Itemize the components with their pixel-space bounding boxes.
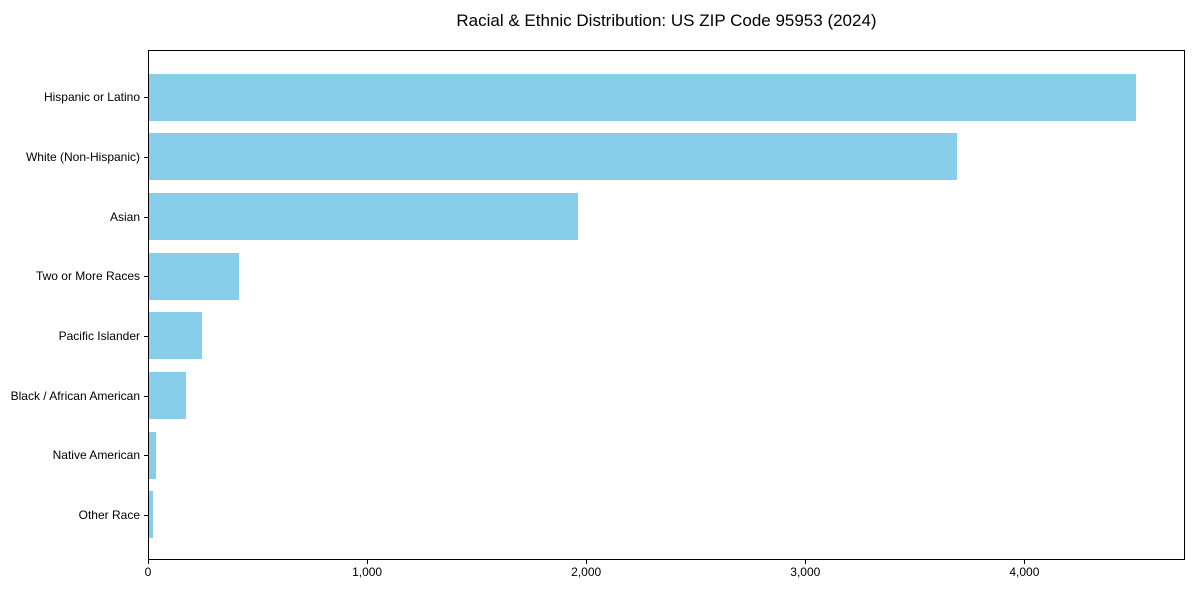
category-label: Other Race — [78, 507, 140, 522]
x-tick-mark — [148, 560, 149, 564]
category-label: Pacific Islander — [58, 328, 140, 343]
x-tick-label: 3,000 — [790, 565, 821, 579]
bar-hispanic-or-latino — [149, 73, 1137, 121]
bar-pacific-islander — [149, 312, 202, 360]
bar-two-or-more-races — [149, 252, 239, 300]
y-tick-mark — [144, 514, 148, 516]
x-tick-mark — [805, 560, 807, 564]
category-label: Asian — [109, 209, 140, 224]
category-label: Black / African American — [10, 388, 140, 403]
category-label: Hispanic or Latino — [43, 90, 140, 105]
y-tick-mark — [144, 395, 148, 397]
y-tick-mark — [144, 335, 148, 337]
category-label: White (Non-Hispanic) — [25, 149, 140, 164]
category-label: Two or More Races — [35, 269, 140, 284]
bar-white-non-hispanic — [149, 133, 957, 181]
bar-black-african-american — [149, 372, 187, 420]
category-label: Native American — [52, 448, 140, 463]
y-tick-mark — [144, 276, 148, 278]
x-tick-mark — [586, 560, 588, 564]
bar-asian — [149, 193, 579, 241]
chart-title: Racial & Ethnic Distribution: US ZIP Cod… — [456, 11, 877, 30]
bar-other-race — [149, 491, 153, 539]
y-tick-mark — [144, 156, 148, 158]
y-tick-mark — [144, 97, 148, 99]
y-tick-mark — [144, 455, 148, 457]
bar-native-american — [149, 431, 156, 479]
x-tick-mark — [1024, 560, 1026, 564]
x-tick-label: 0 — [144, 565, 152, 579]
y-tick-mark — [144, 216, 148, 218]
x-tick-label: 1,000 — [352, 565, 383, 579]
plot-area — [148, 50, 1185, 560]
x-tick-label: 4,000 — [1009, 565, 1040, 579]
x-tick-label: 2,000 — [571, 565, 602, 579]
x-tick-mark — [367, 560, 369, 564]
